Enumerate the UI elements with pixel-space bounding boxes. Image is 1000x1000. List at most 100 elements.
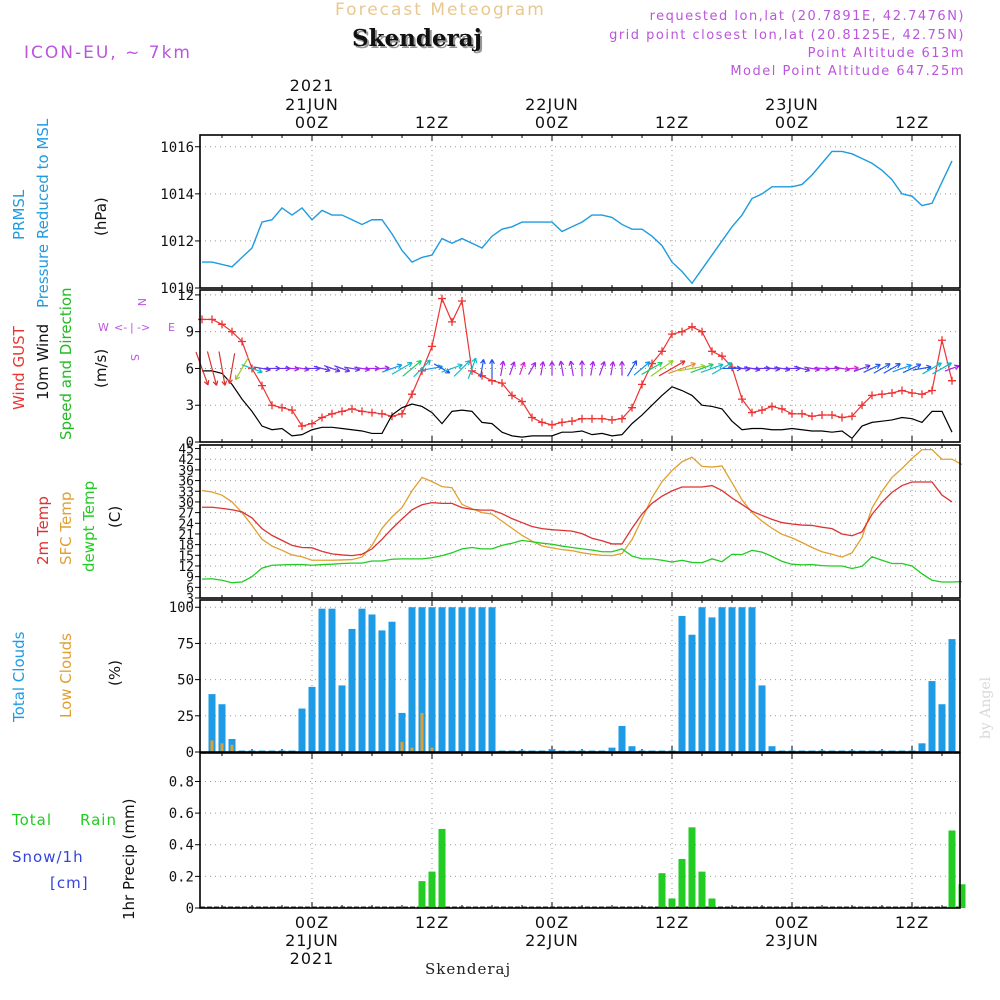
gust-marker: [568, 417, 576, 426]
gust-marker: [328, 409, 336, 418]
wind-direction-arrow: [499, 360, 506, 377]
gust-marker: [598, 414, 606, 423]
total-cloud-bar: [448, 607, 456, 752]
rain-bar: [438, 828, 446, 908]
low-cloud-bar: [220, 743, 224, 752]
wind-direction-arrow: [668, 362, 696, 374]
rain-bar: [428, 871, 436, 908]
wind-direction-arrow: [711, 362, 733, 375]
y-tick-label: 33: [178, 485, 194, 500]
total-cloud-bar: [218, 704, 226, 752]
pressure-unit: (hPa): [92, 197, 110, 236]
wind-direction-arrow: [883, 363, 901, 374]
gust-marker: [398, 409, 406, 418]
low-cloud-bar: [230, 744, 234, 752]
bottom-time-label: 23JUN: [765, 931, 819, 950]
y-tick-label: 50: [177, 673, 194, 689]
low-cloud-bar: [410, 747, 414, 752]
wind-direction-arrow: [912, 364, 932, 371]
top-time-label: 22JUN: [525, 95, 579, 114]
precip-unit: 1hr Precip (mm): [120, 799, 138, 920]
pressure-label-long: Pressure Reduced to MSL: [34, 118, 52, 308]
y-tick-label: 12: [177, 288, 194, 304]
wind-direction-arrow: [313, 365, 331, 373]
model-altitude: Model Point Altitude 647.25m: [730, 64, 965, 79]
bottom-time-label: 00Z: [775, 913, 809, 932]
total-cloud-bar: [348, 628, 356, 752]
y-tick-label: 9: [186, 571, 194, 586]
gust-marker: [878, 390, 886, 399]
wind-direction-arrow: [902, 363, 922, 374]
wind-direction-arrow: [391, 362, 413, 375]
total-cloud-bar: [308, 686, 316, 752]
y-tick-label: 1016: [160, 140, 194, 156]
wind-direction-arrow: [234, 356, 250, 381]
total-cloud-bar: [738, 607, 746, 752]
gust-marker: [338, 407, 346, 416]
y-tick-label: 18: [178, 539, 194, 554]
total-cloud-bar: [718, 607, 726, 752]
total-cloud-bar: [418, 607, 426, 752]
gust-marker: [458, 297, 466, 306]
gust-marker: [238, 337, 246, 346]
gust-marker: [478, 371, 486, 380]
wind-direction-arrow: [402, 360, 422, 377]
gust-marker: [558, 418, 566, 427]
low-cloud-bar: [400, 741, 404, 752]
y-tick-label: 0.8: [169, 774, 194, 790]
wind-unit: (m/s): [92, 349, 110, 388]
sfc-temp-label: SFC Temp: [57, 492, 75, 565]
y-tick-label: 6: [186, 361, 194, 377]
wind-direction-arrow: [527, 361, 537, 375]
wind-direction-arrow: [218, 351, 228, 386]
wind-direction-arrow: [845, 365, 859, 372]
wind-direction-arrow: [589, 360, 596, 376]
gust-marker: [608, 415, 616, 424]
total-cloud-bar: [318, 608, 326, 752]
location-name: Skenderaj: [352, 25, 482, 52]
gust-marker: [438, 294, 446, 303]
gust-marker: [448, 317, 456, 326]
wind-direction-arrow: [227, 353, 236, 384]
gust-marker: [928, 386, 936, 395]
total-cloud-bar: [748, 607, 756, 752]
y-tick-label: 1010: [160, 281, 194, 297]
gust-marker: [368, 408, 376, 417]
top-year-label: 2021: [290, 76, 335, 95]
total-cloud-bar: [358, 608, 366, 752]
gust-marker: [798, 409, 806, 418]
gust-line: [202, 296, 953, 427]
y-tick-label: 24: [178, 517, 194, 532]
wind-direction-arrow: [549, 361, 555, 376]
gust-marker: [828, 411, 836, 420]
wind-direction-arrow: [206, 351, 219, 386]
gust-marker: [518, 397, 526, 406]
y-tick-label: 0.4: [169, 838, 194, 854]
panel-frame: [199, 444, 961, 599]
compass-center: |: [130, 321, 134, 334]
wind-direction-arrow: [323, 365, 341, 373]
gust-marker: [358, 407, 366, 416]
gust-marker: [778, 404, 786, 413]
y-tick-label: 0.6: [169, 806, 194, 822]
gust-marker: [308, 419, 316, 428]
point-altitude: Point Altitude 613m: [807, 46, 965, 61]
wind-direction-arrow: [539, 361, 546, 376]
y-tick-label: 39: [178, 464, 194, 479]
temp-label: 2m Temp: [34, 496, 52, 565]
total-cloud-bar: [708, 617, 716, 752]
y-tick-label: 1012: [160, 234, 194, 250]
gust-marker: [668, 330, 676, 339]
total-cloud-bar: [758, 685, 766, 752]
gust-marker: [408, 390, 416, 399]
total-cloud-bar: [488, 607, 496, 752]
gust-marker: [288, 406, 296, 415]
y-tick-label: 9: [186, 325, 194, 341]
gust-marker: [258, 381, 266, 390]
gust-marker: [588, 414, 596, 423]
wind-line: [202, 370, 953, 440]
gust-marker: [318, 413, 326, 422]
gust-marker: [498, 379, 506, 388]
wind-direction-arrow: [853, 364, 871, 372]
panel-frame: [199, 289, 961, 443]
